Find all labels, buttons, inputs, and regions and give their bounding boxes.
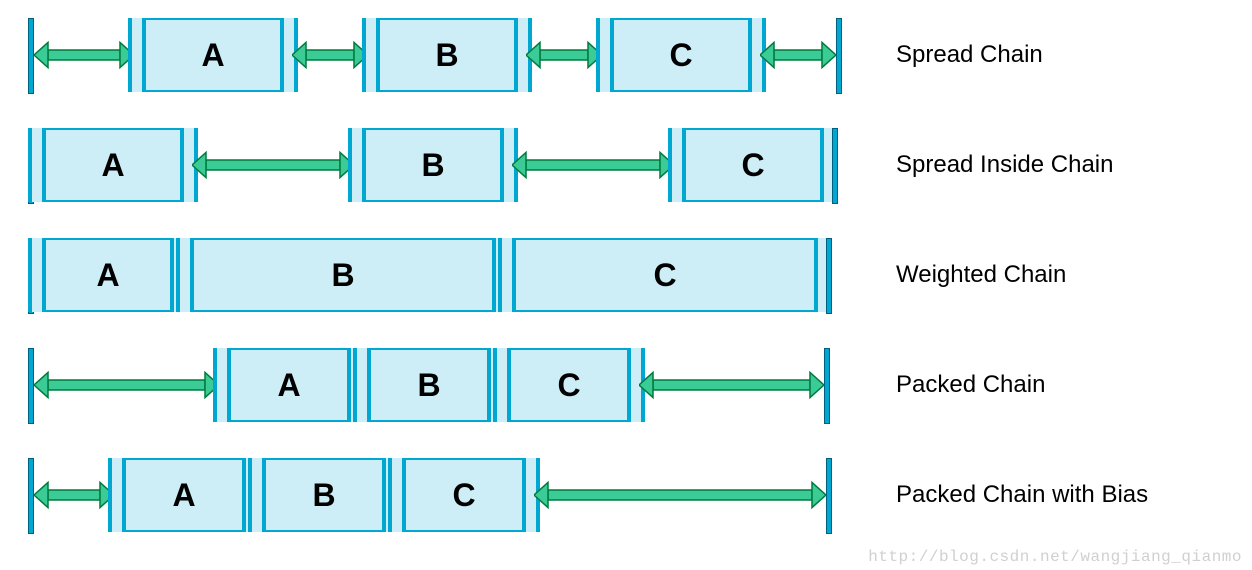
constraint-wall xyxy=(826,238,832,312)
chain-row-weighted: ABC Weighted Chain xyxy=(28,238,1252,312)
chain-diagram: A B C xyxy=(28,128,836,202)
view-box-b: B xyxy=(354,128,512,202)
view-box-a: A xyxy=(134,18,292,92)
chain-diagram: ABC xyxy=(28,458,836,532)
view-box-b: B xyxy=(182,238,504,312)
constraint-arrow xyxy=(34,18,134,92)
chain-row-spread: A B C Spread Chain xyxy=(28,18,1252,92)
chain-caption: Packed Chain xyxy=(896,371,1045,399)
constraint-arrow xyxy=(512,128,674,202)
constraint-arrow xyxy=(34,348,219,422)
view-box-c: C xyxy=(499,348,639,422)
chain-diagram: ABC xyxy=(28,238,836,312)
chain-caption: Packed Chain with Bias xyxy=(896,481,1148,509)
constraint-arrow xyxy=(760,18,836,92)
watermark-text: http://blog.csdn.net/wangjiang_qianmo xyxy=(868,548,1242,566)
view-box-a: A xyxy=(114,458,254,532)
view-box-b: B xyxy=(254,458,394,532)
constraint-wall xyxy=(826,458,832,532)
chain-diagram: A B C xyxy=(28,18,836,92)
constraint-arrow xyxy=(292,18,368,92)
constraint-arrow xyxy=(526,18,602,92)
view-box-b: B xyxy=(359,348,499,422)
constraint-wall xyxy=(824,348,830,422)
constraint-arrow xyxy=(639,348,824,422)
view-box-a: A xyxy=(34,238,182,312)
view-box-a: A xyxy=(34,128,192,202)
chain-caption: Spread Chain xyxy=(896,41,1043,69)
view-box-a: A xyxy=(219,348,359,422)
chain-caption: Spread Inside Chain xyxy=(896,151,1113,179)
constraint-arrow xyxy=(534,458,826,532)
view-box-c: C xyxy=(394,458,534,532)
constraint-arrow xyxy=(34,458,114,532)
view-box-c: C xyxy=(602,18,760,92)
chain-row-packed: ABC Packed Chain xyxy=(28,348,1252,422)
constraint-wall xyxy=(836,18,842,92)
chain-caption: Weighted Chain xyxy=(896,261,1066,289)
chain-row-packed-bias: ABC Packed Chain with Bias xyxy=(28,458,1252,532)
constraint-arrow xyxy=(192,128,354,202)
view-box-b: B xyxy=(368,18,526,92)
chain-diagram: ABC xyxy=(28,348,836,422)
view-box-c: C xyxy=(504,238,826,312)
chain-row-spread-inside: A B C Spread Inside Chain xyxy=(28,128,1252,202)
view-box-c: C xyxy=(674,128,832,202)
constraint-wall xyxy=(832,128,838,202)
